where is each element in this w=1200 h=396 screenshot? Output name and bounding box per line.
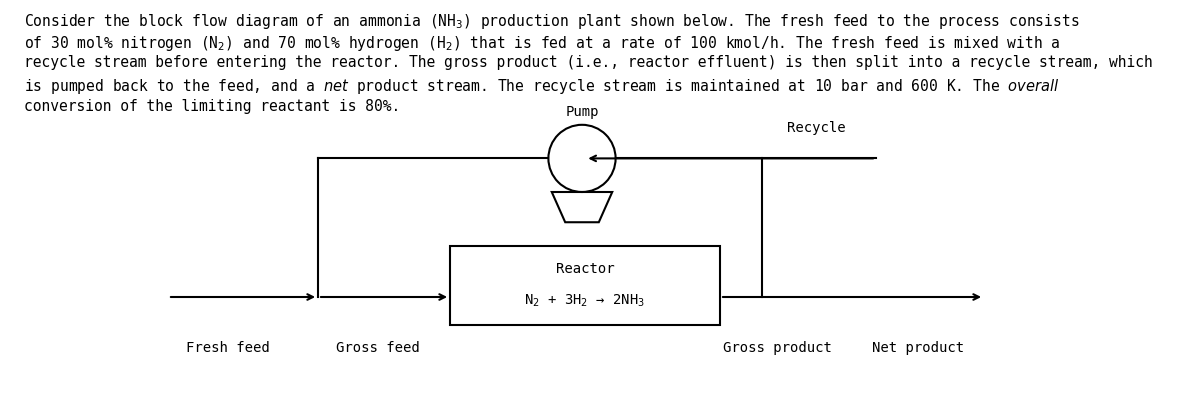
Text: Fresh feed: Fresh feed xyxy=(186,341,270,354)
Text: Pump: Pump xyxy=(565,105,599,119)
Text: Recycle: Recycle xyxy=(787,121,845,135)
Text: Gross feed: Gross feed xyxy=(336,341,420,354)
Text: of 30 mol% nitrogen (N$_2$) and 70 mol% hydrogen (H$_2$) that is fed at a rate o: of 30 mol% nitrogen (N$_2$) and 70 mol% … xyxy=(24,34,1061,53)
FancyBboxPatch shape xyxy=(450,246,720,325)
Text: Gross product: Gross product xyxy=(724,341,832,354)
Text: N$_2$ + 3H$_2$ → 2NH$_3$: N$_2$ + 3H$_2$ → 2NH$_3$ xyxy=(524,293,646,309)
Text: Net product: Net product xyxy=(872,341,964,354)
Text: recycle stream before entering the reactor. The gross product (i.e., reactor eff: recycle stream before entering the react… xyxy=(24,55,1153,70)
Text: is pumped back to the feed, and a $net$ product stream. The recycle stream is ma: is pumped back to the feed, and a $net$ … xyxy=(24,77,1060,96)
Text: conversion of the limiting reactant is 80%.: conversion of the limiting reactant is 8… xyxy=(24,99,401,114)
Text: Consider the block flow diagram of an ammonia (NH$_3$) production plant shown be: Consider the block flow diagram of an am… xyxy=(24,12,1080,31)
Text: Reactor: Reactor xyxy=(556,262,614,276)
